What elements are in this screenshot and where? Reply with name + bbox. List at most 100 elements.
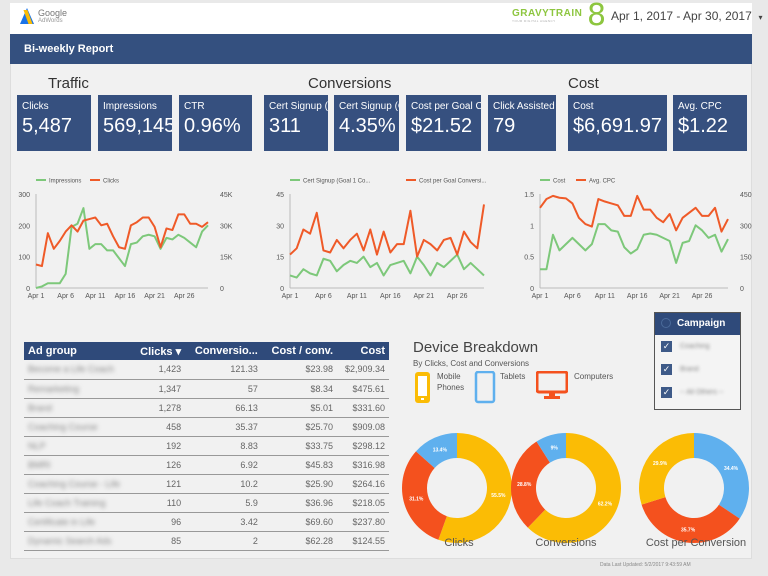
- table-cell: $237.80: [337, 512, 389, 532]
- device-breakdown-title: Device Breakdown: [413, 339, 539, 356]
- table-cell: $264.16: [337, 474, 389, 494]
- kpi-card: Cert Signup ( 311: [264, 95, 328, 151]
- device-breakdown-subtitle: By Clicks, Cost and Conversions: [413, 359, 530, 368]
- kpi-value: 4.35%: [339, 115, 396, 137]
- table-cell: $909.08: [337, 417, 389, 437]
- kpi-value: 311: [269, 115, 301, 137]
- campaign-filter-header[interactable]: Campaign: [655, 313, 740, 335]
- kpi-card: Cert Signup (G 4.35%: [334, 95, 399, 151]
- column-header[interactable]: Cost: [337, 342, 389, 360]
- campaign-option[interactable]: ✓ -- All Others --: [655, 381, 740, 404]
- table-cell: 3.42: [185, 512, 262, 532]
- campaign-filter[interactable]: Campaign ✓ Coaching ✓ Brand ✓ -- All Others -…: [654, 312, 741, 410]
- campaign-option[interactable]: ✓ Brand: [655, 358, 740, 381]
- kpi-card: Impressions 569,145: [98, 95, 172, 151]
- table-cell: Certificate in Life: [24, 512, 133, 532]
- table-cell: 110: [132, 493, 186, 513]
- campaign-option-label: -- All Others --: [680, 389, 724, 396]
- table-row: BMRI 126 6.92 $45.83 $316.98: [24, 455, 389, 475]
- kpi-label: Cost: [573, 101, 594, 112]
- column-header[interactable]: Ad group: [24, 342, 133, 360]
- table-row: Life Coach Training 110 5.9 $36.96 $218.05: [24, 493, 389, 513]
- mobile-phone-icon: [415, 372, 430, 403]
- kpi-card: Cost $6,691.97: [568, 95, 667, 151]
- table-cell: $23.98: [261, 360, 338, 380]
- kpi-label: Cert Signup (: [269, 101, 328, 112]
- date-range-picker[interactable]: Apr 1, 2017 - Apr 30, 2017 ▾: [611, 9, 762, 23]
- kpi-label: Clicks: [22, 101, 49, 112]
- kpi-card: Avg. CPC $1.22: [673, 95, 747, 151]
- table-cell: 192: [132, 436, 186, 456]
- kpi-card: Cost per Goal C $21.52: [406, 95, 481, 151]
- checkbox-checked-icon[interactable]: ✓: [661, 341, 672, 352]
- table-cell: 96: [132, 512, 186, 532]
- table-cell: Dynamic Search Ads: [24, 531, 133, 551]
- kpi-label: Cost per Goal C: [411, 101, 481, 112]
- checkbox-checked-icon[interactable]: ✓: [661, 387, 672, 398]
- table-cell: Life Coach Training: [24, 493, 133, 513]
- table-cell: 8.83: [185, 436, 262, 456]
- table-cell: $124.55: [337, 531, 389, 551]
- table-cell: $25.70: [261, 417, 338, 437]
- adwords-logo: Google AdWords: [20, 8, 67, 24]
- campaign-option-label: Brand: [680, 366, 699, 373]
- kpi-label: Impressions: [103, 101, 157, 112]
- computer-icon: [536, 371, 568, 399]
- column-header[interactable]: Clicks ▾: [132, 342, 186, 360]
- logo-text: Google: [38, 7, 68, 18]
- logo-sub: AdWords: [38, 17, 63, 24]
- column-header[interactable]: Cost / conv.: [261, 342, 338, 360]
- select-all-radio-icon[interactable]: [661, 318, 671, 328]
- section-cost: Cost: [568, 75, 599, 92]
- kpi-value: $21.52: [411, 115, 473, 137]
- table-cell: 5.9: [185, 493, 262, 513]
- legend-computers: Computers: [574, 372, 614, 381]
- table-cell: $316.98: [337, 455, 389, 475]
- kpi-value: $1.22: [678, 115, 729, 137]
- table-cell: 6.92: [185, 455, 262, 475]
- table-cell: 2: [185, 531, 262, 551]
- table-cell: $298.12: [337, 436, 389, 456]
- campaign-option[interactable]: ✓ Coaching: [655, 335, 740, 358]
- checkbox-checked-icon[interactable]: ✓: [661, 364, 672, 375]
- table-row: Become a Life Coach 1,423 121.33 $23.98 $2,9…: [24, 360, 389, 380]
- table-cell: 1,278: [132, 398, 186, 418]
- table-row: Coaching Course - Life 121 10.2 $25.90 $264.…: [24, 474, 389, 494]
- table-cell: $25.90: [261, 474, 338, 494]
- campaign-option-label: Coaching: [680, 343, 710, 350]
- last-updated: Data Last Updated: 5/2/2017 9:43:59 AM: [600, 562, 691, 568]
- table-cell: 66.13: [185, 398, 262, 418]
- kpi-label: CTR: [184, 101, 205, 112]
- table-cell: NLP: [24, 436, 133, 456]
- table-cell: $218.05: [337, 493, 389, 513]
- table-cell: 458: [132, 417, 186, 437]
- kpi-card: Clicks 5,487: [17, 95, 91, 151]
- table-row: Brand 1,278 66.13 $5.01 $331.60: [24, 398, 389, 418]
- table-cell: $33.75: [261, 436, 338, 456]
- report-title: Bi-weekly Report: [10, 34, 752, 64]
- kpi-card: CTR 0.96%: [179, 95, 252, 151]
- table-cell: $36.96: [261, 493, 338, 513]
- date-range-text: Apr 1, 2017 - Apr 30, 2017: [611, 9, 752, 23]
- table-header-row: Ad group Clicks ▾ Conversio... Cost / conv.…: [24, 342, 389, 360]
- table-row: Certificate in Life 96 3.42 $69.60 $237.80: [24, 512, 389, 532]
- table-cell: BMRI: [24, 455, 133, 475]
- table-cell: Remarketing: [24, 379, 133, 399]
- kpi-card: Click Assisted 79: [488, 95, 556, 151]
- kpi-value: 79: [493, 115, 516, 137]
- ad-group-table: Ad group Clicks ▾ Conversio... Cost / conv.…: [24, 342, 389, 551]
- table-cell: $69.60: [261, 512, 338, 532]
- gravytrain-logo: GRAVYTRAIN YOUR DIGITAL AGENCY: [512, 8, 582, 23]
- chevron-down-icon: ▾: [758, 13, 763, 22]
- kpi-label: Cert Signup (G: [339, 101, 399, 112]
- legend-tablets: Tablets: [500, 372, 526, 381]
- table-cell: 1,423: [132, 360, 186, 380]
- table-cell: $2,909.34: [337, 360, 389, 380]
- table-cell: 85: [132, 531, 186, 551]
- table-cell: 121.33: [185, 360, 262, 380]
- table-cell: $45.83: [261, 455, 338, 475]
- table-cell: $8.34: [261, 379, 338, 399]
- column-header[interactable]: Conversio...: [185, 342, 262, 360]
- donut-label-clicks: Clicks: [444, 537, 474, 549]
- table-cell: Brand: [24, 398, 133, 418]
